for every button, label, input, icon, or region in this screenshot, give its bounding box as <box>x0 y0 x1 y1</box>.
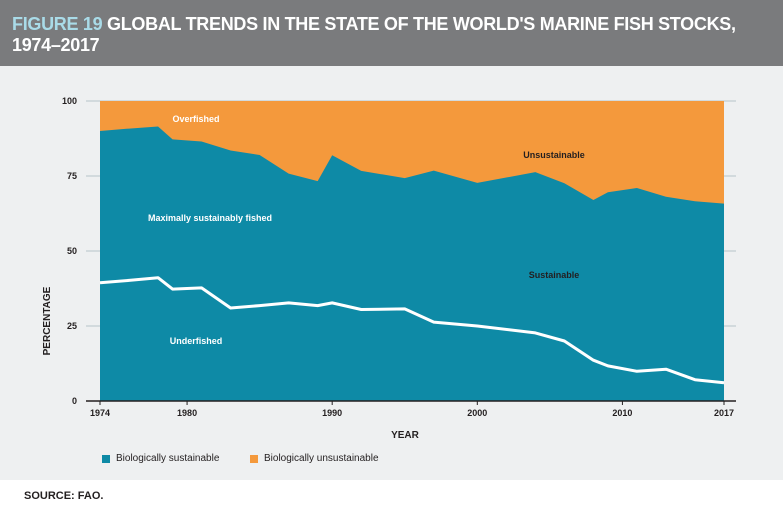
legend-swatch-sustainable <box>102 454 110 463</box>
sustainable-area <box>100 126 724 401</box>
x-tick-label: 1974 <box>90 408 110 418</box>
y-tick-label: 50 <box>67 246 77 256</box>
x-axis-title: YEAR <box>391 430 420 441</box>
y-tick-label: 100 <box>62 96 77 106</box>
y-axis: 0 25 50 75 100 <box>62 96 77 406</box>
source-note: SOURCE: FAO. <box>24 490 104 502</box>
annotation-overfished: Overfished <box>172 114 219 124</box>
x-tick-label: 1980 <box>177 408 197 418</box>
legend-swatch-unsustainable <box>250 454 258 463</box>
figure-title: FIGURE 19 GLOBAL TRENDS IN THE STATE OF … <box>12 14 783 56</box>
figure-label: FIGURE 19 <box>12 14 103 34</box>
legend-item-sustainable: Biologically sustainable <box>102 453 219 464</box>
y-axis-title: PERCENTAGE <box>42 286 53 355</box>
x-tick-label: 1990 <box>322 408 342 418</box>
figure-header: FIGURE 19 GLOBAL TRENDS IN THE STATE OF … <box>0 0 783 66</box>
annotation-sustainable: Sustainable <box>529 270 580 280</box>
y-tick-label: 25 <box>67 321 77 331</box>
y-tick-label: 75 <box>67 171 77 181</box>
legend-item-unsustainable: Biologically unsustainable <box>250 453 379 464</box>
annotation-maximally-sustainably-fished: Maximally sustainably fished <box>148 213 272 223</box>
legend-label-sustainable: Biologically sustainable <box>116 453 220 464</box>
figure-title-text: GLOBAL TRENDS IN THE STATE OF THE WORLD'… <box>12 14 736 55</box>
underfished-line <box>99 276 725 385</box>
x-tick-label: 2017 <box>714 408 734 418</box>
legend-label-unsustainable: Biologically unsustainable <box>264 453 379 464</box>
y-tick-label: 0 <box>72 396 77 406</box>
area-chart: 0 25 50 75 100 1974 1980 1990 2000 2010 2017 PERC… <box>42 96 736 441</box>
annotation-underfished: Underfished <box>170 336 223 346</box>
x-axis: 1974 1980 1990 2000 2010 2017 <box>86 400 736 418</box>
x-tick-label: 2010 <box>612 408 632 418</box>
x-tick-label: 2000 <box>467 408 487 418</box>
annotation-unsustainable: Unsustainable <box>523 150 585 160</box>
